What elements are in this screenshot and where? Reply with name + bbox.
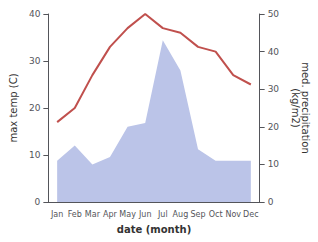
svg-text:0: 0 bbox=[268, 197, 274, 207]
svg-text:Feb: Feb bbox=[68, 210, 82, 219]
svg-text:med. precipitation: med. precipitation bbox=[299, 62, 311, 154]
svg-text:30: 30 bbox=[268, 84, 280, 94]
svg-text:Sep: Sep bbox=[190, 210, 205, 219]
svg-text:10: 10 bbox=[268, 159, 280, 169]
svg-text:Jul: Jul bbox=[157, 210, 168, 219]
svg-text:max temp (C): max temp (C) bbox=[8, 73, 19, 142]
svg-text:May: May bbox=[119, 210, 136, 219]
svg-text:Dec: Dec bbox=[243, 210, 258, 219]
svg-text:30: 30 bbox=[29, 56, 41, 66]
svg-text:Jan: Jan bbox=[50, 210, 63, 219]
svg-text:Aug: Aug bbox=[173, 210, 189, 219]
svg-text:20: 20 bbox=[268, 122, 280, 132]
svg-text:Nov: Nov bbox=[225, 210, 241, 219]
svg-text:10: 10 bbox=[29, 150, 41, 160]
svg-text:20: 20 bbox=[29, 103, 41, 113]
svg-text:0: 0 bbox=[35, 197, 41, 207]
svg-text:40: 40 bbox=[268, 47, 280, 57]
svg-text:Apr: Apr bbox=[103, 210, 118, 219]
svg-text:Jun: Jun bbox=[138, 210, 152, 219]
svg-text:Mar: Mar bbox=[85, 210, 101, 219]
svg-text:40: 40 bbox=[29, 9, 41, 19]
svg-text:(kg/m2): (kg/m2) bbox=[290, 88, 301, 128]
svg-text:date (month): date (month) bbox=[117, 224, 191, 235]
svg-text:50: 50 bbox=[268, 9, 280, 19]
svg-text:Oct: Oct bbox=[209, 210, 223, 219]
